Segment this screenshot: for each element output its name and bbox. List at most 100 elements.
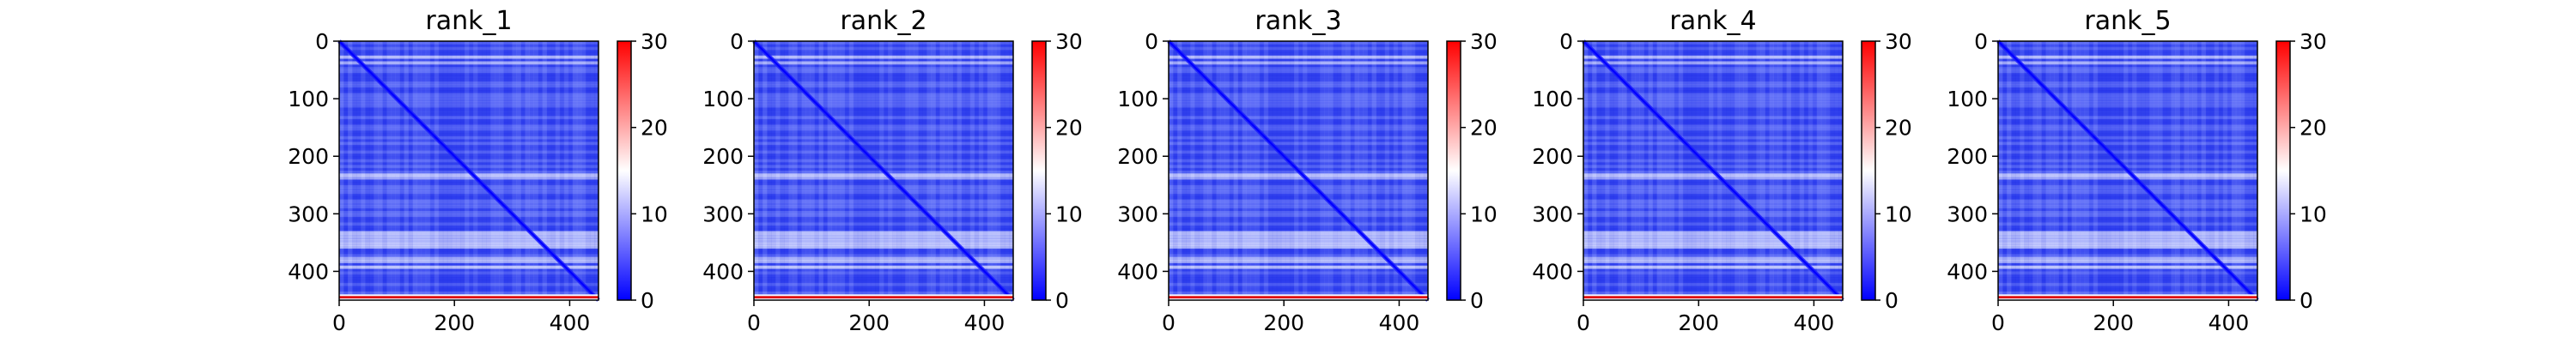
heatmap-col-band (1661, 41, 1667, 300)
heatmap-row-band (754, 176, 1013, 180)
heatmap-row-band (754, 214, 1013, 218)
heatmap-row-band (754, 286, 1013, 290)
colorbar-tick-label: 10 (1885, 202, 1912, 226)
heatmap-row-band (1169, 216, 1428, 220)
heatmap-col-band (512, 41, 517, 300)
heatmap-row-band (1998, 116, 2257, 120)
heatmap-row-band (1583, 291, 1843, 295)
heatmap-col-band (2007, 41, 2012, 300)
heatmap-row-band (1169, 150, 1428, 154)
heatmap-row-band (339, 63, 598, 68)
y-tick-label: 400 (1117, 259, 1158, 284)
y-tick-label: 200 (1947, 144, 1988, 169)
heatmap-row-band (1169, 250, 1428, 255)
heatmap-row-band (1169, 248, 1428, 252)
heatmap-row-band (754, 254, 1013, 258)
heatmap-row-band (1998, 58, 2257, 62)
heatmap-col-band (922, 41, 927, 300)
heatmap-col-band (1237, 41, 1243, 300)
heatmap-col-band (2093, 41, 2099, 300)
heatmap-col-band (438, 41, 444, 300)
heatmap-row-band (1998, 193, 2257, 197)
heatmap-col-band (793, 41, 798, 300)
heatmap-col-band (2097, 41, 2103, 300)
heatmap-row-band (1583, 280, 1843, 284)
heatmap-col-band (1267, 41, 1273, 300)
heatmap-row-band (1169, 173, 1428, 178)
heatmap-row-band (1583, 188, 1843, 191)
heatmap-col-band (1765, 41, 1770, 300)
heatmap-row-band (1583, 78, 1843, 82)
heatmap-row-band (339, 239, 598, 244)
heatmap-col-band (2184, 41, 2189, 300)
heatmap-row-band (339, 280, 598, 284)
heatmap-col-band (343, 41, 349, 300)
heatmap-col-band (2248, 41, 2254, 300)
heatmap-col-band (784, 41, 789, 300)
heatmap-row-band (754, 182, 1013, 186)
heatmap-col-band (1341, 41, 1346, 300)
heatmap-row-band (339, 179, 598, 183)
heatmap-row-band (1169, 55, 1428, 59)
heatmap-row-band (1583, 277, 1843, 281)
heatmap-row-band (754, 233, 1013, 238)
heatmap-col-band (1816, 41, 1822, 300)
heatmap-row-band (1583, 50, 1843, 53)
heatmap-row-band (339, 196, 598, 201)
heatmap-row-band (1169, 153, 1428, 157)
heatmap-row-band (1998, 165, 2257, 169)
heatmap-row-band (754, 165, 1013, 169)
heatmap-row-band (1583, 262, 1843, 267)
heatmap-row-band (339, 69, 598, 74)
heatmap-row-band (1169, 159, 1428, 163)
heatmap-row-band (1169, 112, 1428, 117)
heatmap-row-band (1169, 81, 1428, 85)
heatmap-row-band (1998, 233, 2257, 238)
heatmap-row-band (1998, 141, 2257, 146)
heatmap-col-band (542, 41, 548, 300)
heatmap-col-band (1833, 41, 1839, 300)
heatmap-row-band (1583, 87, 1843, 91)
heatmap-col-band (1820, 41, 1826, 300)
heatmap-row-band (339, 50, 598, 53)
heatmap-row-band (1583, 208, 1843, 212)
heatmap-col-band (1169, 41, 1174, 300)
heatmap-row-band (339, 262, 598, 267)
colorbar-tick-label: 0 (1885, 288, 1899, 313)
heatmap-col-band (1605, 41, 1610, 300)
heatmap-row-band (754, 239, 1013, 244)
heatmap-col-band (1207, 41, 1212, 300)
heatmap-row-band (1998, 104, 2257, 108)
heatmap-row-band (1583, 271, 1843, 275)
heatmap-row-band (339, 291, 598, 295)
heatmap-col-band (1799, 41, 1805, 300)
heatmap-col-band (391, 41, 396, 300)
heatmap-col-band (1777, 41, 1783, 300)
heatmap-row-band (1998, 69, 2257, 74)
heatmap-row-band (754, 107, 1013, 111)
heatmap-col-band (2041, 41, 2046, 300)
y-tick-label: 200 (1117, 144, 1158, 169)
heatmap-row-band (339, 176, 598, 180)
heatmap-row-band (339, 107, 598, 111)
heatmap-col-band (1384, 41, 1390, 300)
heatmap-col-band (408, 41, 414, 300)
heatmap-row-band (1169, 286, 1428, 290)
heatmap-row-band (1169, 256, 1428, 261)
heatmap-row-band (754, 179, 1013, 183)
heatmap-col-band (1807, 41, 1814, 300)
heatmap-col-band (1699, 41, 1705, 300)
heatmap-row-band (1998, 87, 2257, 91)
heatmap-row-band (1998, 184, 2257, 189)
heatmap-row-band (1169, 147, 1428, 152)
heatmap-col-band (348, 41, 353, 300)
heatmap-row-band (754, 116, 1013, 120)
heatmap-col-band (2209, 41, 2215, 300)
heatmap-row-band (1169, 214, 1428, 218)
heatmap-row-band (754, 220, 1013, 223)
colorbar-tick-label: 20 (1055, 116, 1083, 141)
heatmap-row-band (1998, 72, 2257, 76)
heatmap-row-band (1169, 46, 1428, 51)
heatmap-row-band (1998, 262, 2257, 267)
